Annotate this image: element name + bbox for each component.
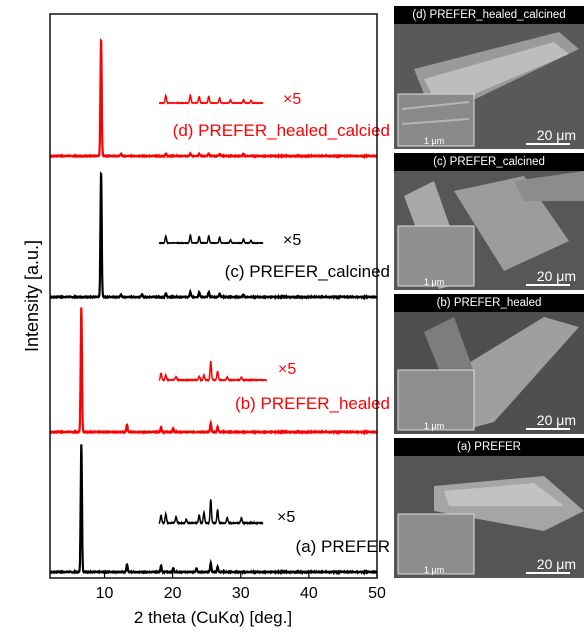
- x-tick-label: 40: [300, 585, 318, 602]
- y-axis-label: Intensity [a.u.]: [22, 240, 42, 352]
- x-tick-label: 30: [232, 585, 250, 602]
- x-tick-label: 50: [368, 585, 386, 602]
- zoomed-series-line: [158, 499, 264, 526]
- xrd-chart: ×5 (d) PREFER_healed_calcied ×5 (c) PREFER_…: [22, 13, 390, 627]
- series-label: (c) PREFER_calcined: [225, 262, 390, 281]
- sem-panel-title: (c) PREFER_calcined: [394, 153, 584, 171]
- sem-micrograph: [394, 312, 584, 434]
- scale-bar: [526, 428, 570, 430]
- series-line: [49, 307, 378, 436]
- inset-scale-label: 1 μm: [424, 136, 445, 146]
- scale-bar: [526, 572, 570, 574]
- sem-image-column: (d) PREFER_healed_calcined 1 μm 20 μm (c…: [394, 6, 584, 578]
- inset-scale-label: 1 μm: [424, 421, 445, 431]
- zoom-factor-label: ×5: [283, 91, 301, 108]
- x-tick-label: 10: [96, 585, 114, 602]
- sem-panel-a: (a) PREFER 1 μm 20 μm: [394, 438, 584, 578]
- sem-micrograph: [394, 456, 584, 578]
- zoom-factor-label: ×5: [277, 509, 295, 526]
- sem-micrograph: [394, 171, 584, 290]
- inset-scale-label: 1 μm: [424, 277, 445, 287]
- zoomed-series-line: [158, 233, 264, 245]
- x-axis-label: 2 theta (CuKα) [deg.]: [134, 608, 292, 627]
- zoomed-series-line: [158, 360, 268, 383]
- x-tick-label: 20: [164, 585, 182, 602]
- sem-panel-title: (a) PREFER: [394, 438, 584, 456]
- sem-panel-b: (b) PREFER_healed 1 μm 20 μm: [394, 294, 584, 434]
- scale-bar: [526, 143, 570, 145]
- zoomed-series-line: [158, 93, 264, 105]
- sem-panel-title: (d) PREFER_healed_calcined: [394, 6, 584, 24]
- plot-frame: [49, 13, 378, 579]
- sem-panel-c: (c) PREFER_calcined 1 μm 20 μm: [394, 153, 584, 290]
- series-label: (a) PREFER: [296, 537, 390, 556]
- scale-label: 20 μm: [536, 268, 576, 284]
- scale-bar: [526, 284, 570, 286]
- series-label: (b) PREFER_healed: [235, 394, 390, 413]
- scale-label: 20 μm: [536, 412, 576, 428]
- scale-label: 20 μm: [536, 127, 576, 143]
- series-line: [49, 171, 378, 301]
- series-line: [49, 38, 378, 160]
- inset-scale-label: 1 μm: [424, 565, 445, 575]
- sem-panel-title: (b) PREFER_healed: [394, 294, 584, 312]
- scale-label: 20 μm: [536, 556, 576, 572]
- sem-panel-d: (d) PREFER_healed_calcined 1 μm 20 μm: [394, 6, 584, 149]
- series-label: (d) PREFER_healed_calcied: [173, 121, 390, 140]
- zoom-factor-label: ×5: [278, 361, 296, 378]
- sem-micrograph: [394, 24, 584, 149]
- zoom-factor-label: ×5: [283, 232, 301, 249]
